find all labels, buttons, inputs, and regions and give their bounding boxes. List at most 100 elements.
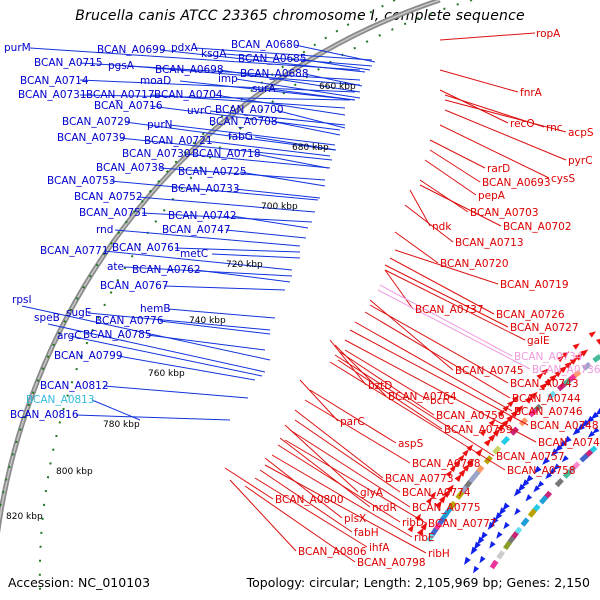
gene-label: BCAN_A0764 <box>388 391 457 403</box>
gene-class-block <box>579 453 589 463</box>
gene-label: BCAN_A0806 <box>298 546 367 558</box>
reverse-leader-line <box>349 329 529 426</box>
gene-label: BCAN_A0749 <box>538 437 600 449</box>
gene-label: BCAN_A0798 <box>357 557 426 569</box>
reverse-leader-line <box>364 311 511 399</box>
gene-label: rarD <box>487 163 510 175</box>
reverse-leader-line <box>244 485 356 563</box>
forward-leader-line <box>159 167 326 181</box>
reverse-gene-arrow <box>502 404 510 412</box>
forward-gene-arrow <box>533 485 541 493</box>
reverse-gene-arrow <box>449 464 457 473</box>
gene-class-block <box>496 550 506 560</box>
reverse-gene-arrow <box>407 524 414 533</box>
gene-label: pepA <box>478 190 506 202</box>
forward-gene-arrow <box>495 512 503 521</box>
forward-gene-arrow <box>521 479 530 488</box>
gene-class-block <box>520 517 530 527</box>
forward-gene-arrow <box>479 555 486 564</box>
gene-class-block <box>562 469 572 479</box>
gene-label: BCAN_A0699 <box>97 44 166 56</box>
reverse-gene-arrow <box>569 357 578 365</box>
forward-gene-arrow <box>487 521 495 530</box>
reverse-gene-arrow <box>559 365 568 374</box>
forward-leader-line <box>274 109 346 129</box>
reverse-leader-line <box>299 379 339 422</box>
gene-label: BCAN_A0762 <box>132 264 201 276</box>
forward-leader-line <box>146 334 266 351</box>
reverse-leader-line <box>304 399 411 464</box>
reverse-gene-arrow <box>454 473 462 483</box>
forward-leader-line <box>194 47 373 61</box>
gene-label: BCAN_A0776 <box>95 315 164 327</box>
reverse-leader-line <box>337 359 443 430</box>
gene-label: imp <box>218 73 238 85</box>
gene-label: pyrC <box>568 155 593 167</box>
reverse-leader-line <box>339 351 435 416</box>
forward-gene-arrow <box>473 565 480 574</box>
forward-leader-line <box>224 53 373 67</box>
reverse-leader-line <box>264 464 427 554</box>
forward-gene-arrow <box>517 483 526 492</box>
tick-label: 660 kbp <box>319 82 356 92</box>
reverse-leader-line <box>329 361 506 471</box>
reverse-gene-arrow <box>492 428 501 437</box>
gene-class-block <box>528 408 538 418</box>
reverse-leader-line <box>439 124 550 179</box>
gene-class-block <box>500 435 511 446</box>
gene-label: pgsA <box>108 60 135 72</box>
backbone-arc-highlight <box>0 0 441 522</box>
reverse-leader-line <box>389 257 495 315</box>
gene-label: aspS <box>398 438 424 450</box>
gene-label: speB <box>34 312 60 324</box>
reverse-gene-labels: ropA fnrA recO rnc acpS pyrC rarD cysS B… <box>275 28 600 569</box>
gene-label: fabG <box>228 131 253 143</box>
reverse-gene-arrow <box>549 374 558 382</box>
gene-label: BCAN_A0775 <box>412 502 481 514</box>
gene-label: BCAN_A0730 <box>122 148 191 160</box>
gene-label: rpsI <box>12 294 32 306</box>
reverse-leader-line <box>394 249 499 285</box>
gene-label: BCAN_A0729 <box>62 116 131 128</box>
gene-label: ribE <box>414 532 435 544</box>
gene-label: nrdR <box>372 502 397 514</box>
reverse-leader-line <box>254 477 368 548</box>
forward-gene-arrow <box>581 419 590 428</box>
reverse-gene-arrow <box>580 349 589 357</box>
gene-label: BCAN_A0761 <box>112 242 181 254</box>
forward-leader-line <box>79 94 351 101</box>
gene-label: ropA <box>536 28 561 40</box>
reverse-gene-arrow <box>458 468 466 477</box>
gene-label: BCAN_A0759 <box>444 424 513 436</box>
reverse-leader-line <box>409 189 431 227</box>
forward-gene-arrow <box>577 423 585 432</box>
reverse-leader-line <box>439 69 519 93</box>
gene-label: BCAN_A0731 <box>18 89 87 101</box>
forward-gene-arrow <box>533 465 542 474</box>
reverse-gene-arrow <box>515 405 524 413</box>
gene-label: sugE <box>66 307 91 319</box>
gene-label: BCAN_A0702 <box>503 221 572 233</box>
forward-gene-arrow <box>513 488 522 497</box>
reverse-leader-line <box>289 429 411 508</box>
forward-gene-arrow <box>480 531 488 540</box>
forward-gene-arrow <box>563 435 572 444</box>
forward-gene-arrow <box>477 536 485 545</box>
leader-lines <box>21 32 567 563</box>
gene-label: BCAN_A0708 <box>209 116 278 128</box>
gene-label: BCAN_A0748 <box>530 420 599 432</box>
gene-label: BCAN_A0727 <box>510 322 579 334</box>
forward-gene-arrow <box>502 502 510 511</box>
reverse-leader-line <box>309 389 397 444</box>
gene-label: BCAN_A0751 <box>79 207 148 219</box>
forward-leader-line <box>225 229 307 239</box>
gene-label: glyA <box>360 487 384 499</box>
reverse-gene-arrow <box>462 449 469 457</box>
gene-label: BCAN_A0713 <box>455 237 524 249</box>
tick-label: 820 kbp <box>6 512 43 522</box>
forward-gene-arrow <box>561 455 569 463</box>
forward-leader-line <box>269 88 356 101</box>
forward-leader-line <box>69 335 263 377</box>
reverse-gene-arrow <box>536 372 544 380</box>
forward-leader-line <box>159 49 366 73</box>
